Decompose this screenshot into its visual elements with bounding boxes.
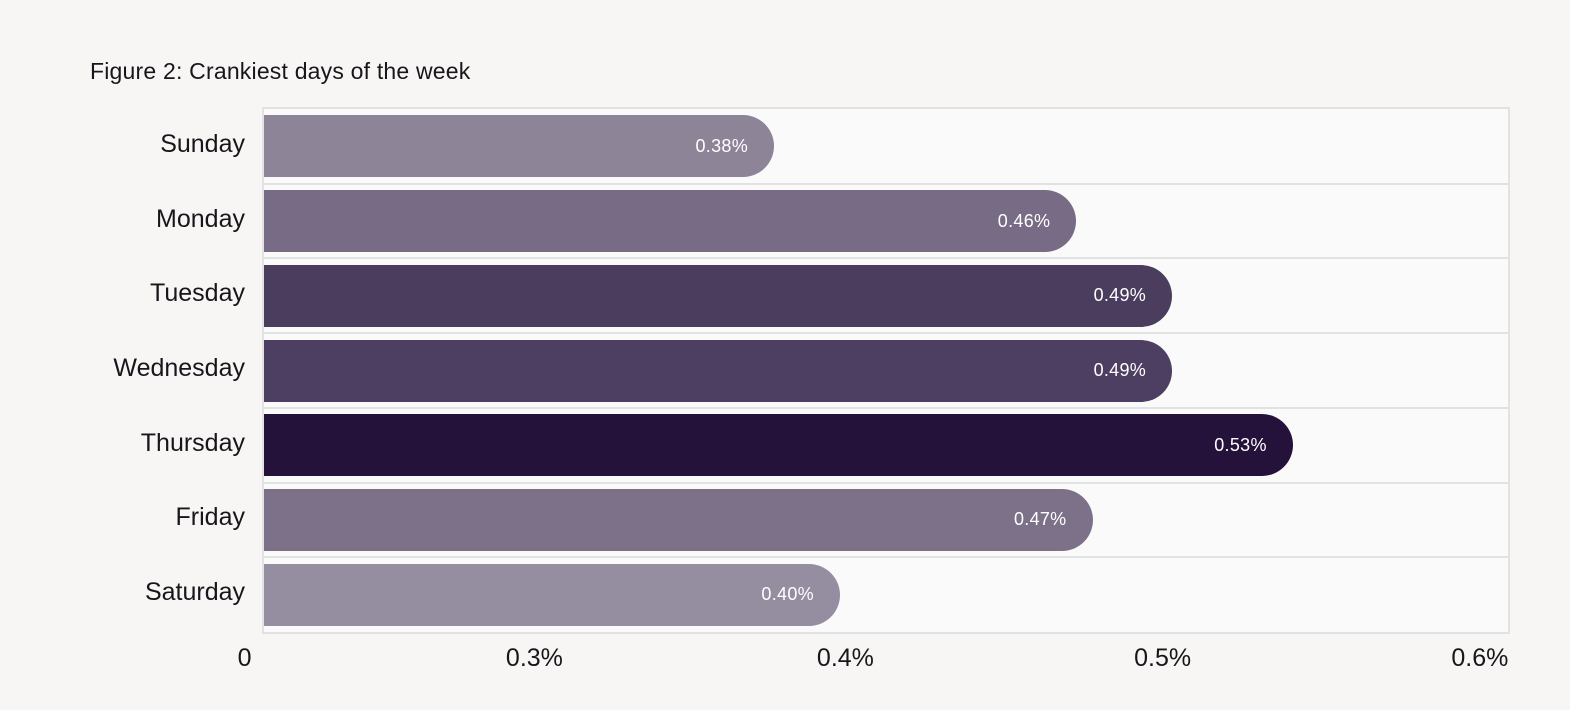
y-axis-label: Monday	[156, 204, 245, 233]
y-axis-labels: Sunday Monday Tuesday Wednesday Thursday Frid…	[0, 107, 245, 630]
bar: 0.38%	[264, 115, 775, 178]
y-axis-label: Thursday	[140, 428, 245, 457]
bar-value-label: 0.40%	[761, 584, 814, 605]
grid-line	[264, 481, 1508, 484]
x-tick-label: 0	[237, 644, 252, 672]
bar: 0.53%	[264, 414, 1293, 477]
bar: 0.49%	[264, 264, 1173, 327]
x-axis: 0 0.3% 0.4% 0.5% 0.6%	[238, 644, 1509, 678]
grid-line	[264, 182, 1508, 185]
bar: 0.46%	[264, 190, 1077, 253]
grid-line	[264, 257, 1508, 260]
figure-title: Figure 2: Crankiest days of the week	[90, 58, 471, 84]
x-tick-label: 0.5%	[1134, 644, 1192, 672]
x-tick-label: 0.3%	[505, 644, 563, 672]
y-axis-label: Saturday	[144, 578, 245, 607]
bar-value-label: 0.49%	[1093, 285, 1147, 306]
y-axis-label: Sunday	[160, 129, 245, 158]
x-tick-label: 0.6%	[1451, 644, 1509, 672]
y-axis-label: Friday	[175, 503, 245, 532]
bar-value-label: 0.38%	[695, 135, 749, 156]
x-tick-label: 0.4%	[816, 644, 874, 672]
grid-line	[264, 332, 1508, 335]
bar-value-label: 0.46%	[997, 210, 1051, 231]
bar: 0.47%	[264, 488, 1093, 551]
plot-area: 0.38% 0.46% 0.49% 0.49% 0.53% 0.47% 0.40%	[262, 107, 1510, 634]
grid-line	[264, 406, 1508, 409]
bar-value-label: 0.47%	[1013, 509, 1067, 530]
y-axis-label: Tuesday	[150, 279, 245, 308]
bar-value-label: 0.53%	[1214, 434, 1267, 455]
y-axis-label: Wednesday	[113, 353, 245, 382]
bar-value-label: 0.49%	[1093, 360, 1147, 380]
grid-line	[264, 556, 1508, 559]
bar: 0.49%	[264, 339, 1173, 402]
bar: 0.40%	[264, 563, 840, 626]
